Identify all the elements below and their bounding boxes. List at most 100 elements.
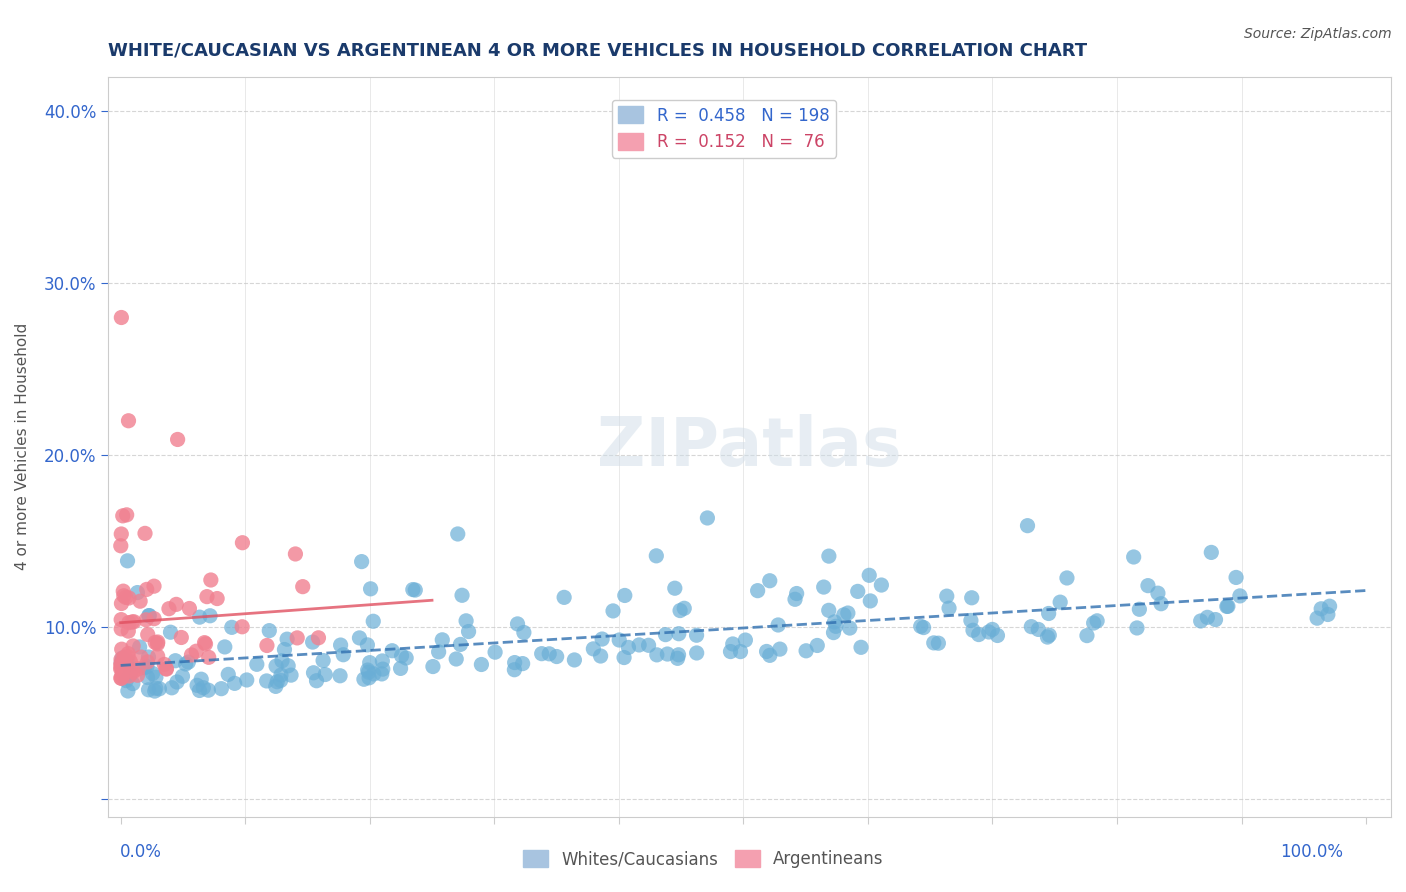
Point bbox=[193, 681, 215, 695]
Text: Source: ZipAtlas.com: Source: ZipAtlas.com bbox=[1244, 27, 1392, 41]
Point bbox=[165, 598, 187, 612]
Point bbox=[166, 675, 188, 690]
Point bbox=[657, 647, 679, 661]
Point bbox=[110, 613, 132, 627]
Point bbox=[115, 673, 138, 688]
Point bbox=[145, 670, 167, 684]
Point bbox=[138, 608, 160, 623]
Point bbox=[353, 672, 375, 686]
Point bbox=[180, 648, 202, 662]
Point bbox=[146, 649, 169, 664]
Point bbox=[155, 662, 177, 676]
Text: WHITE/CAUCASIAN VS ARGENTINEAN 4 OR MORE VEHICLES IN HOUSEHOLD CORRELATION CHART: WHITE/CAUCASIAN VS ARGENTINEAN 4 OR MORE… bbox=[108, 42, 1087, 60]
Point bbox=[143, 612, 166, 626]
Point bbox=[193, 635, 215, 649]
Point bbox=[734, 633, 756, 648]
Point bbox=[256, 639, 278, 653]
Point bbox=[118, 658, 141, 673]
Point bbox=[110, 622, 132, 636]
Point bbox=[112, 655, 135, 669]
Point bbox=[135, 582, 157, 597]
Point bbox=[117, 554, 139, 568]
Point bbox=[188, 683, 211, 698]
Point bbox=[824, 619, 846, 633]
Point bbox=[136, 670, 159, 684]
Point bbox=[146, 637, 169, 651]
Point bbox=[506, 616, 529, 631]
Point bbox=[824, 615, 846, 629]
Point bbox=[117, 684, 139, 698]
Point bbox=[177, 655, 200, 669]
Point bbox=[806, 639, 828, 653]
Point bbox=[145, 681, 167, 696]
Point bbox=[301, 635, 323, 649]
Point bbox=[1017, 518, 1039, 533]
Point bbox=[127, 585, 149, 599]
Point bbox=[186, 644, 208, 658]
Point bbox=[120, 654, 142, 668]
Point bbox=[613, 589, 636, 603]
Text: ZIPatlas: ZIPatlas bbox=[598, 414, 901, 480]
Point bbox=[427, 645, 450, 659]
Point bbox=[823, 625, 845, 640]
Point bbox=[112, 589, 135, 603]
Point bbox=[432, 632, 454, 647]
Point bbox=[115, 591, 138, 605]
Point bbox=[129, 650, 152, 665]
Point bbox=[1083, 615, 1105, 630]
Point bbox=[285, 631, 308, 645]
Point bbox=[391, 648, 413, 663]
Point bbox=[360, 582, 382, 596]
Point bbox=[110, 672, 132, 686]
Point bbox=[602, 604, 624, 618]
Point bbox=[138, 608, 160, 623]
Point bbox=[205, 591, 228, 606]
Point bbox=[190, 672, 212, 686]
Point bbox=[329, 638, 352, 652]
Point bbox=[838, 621, 860, 635]
Point bbox=[444, 652, 467, 666]
Point bbox=[117, 624, 139, 639]
Point bbox=[122, 665, 145, 679]
Point bbox=[1122, 549, 1144, 564]
Point bbox=[654, 627, 676, 641]
Point bbox=[645, 648, 668, 662]
Point bbox=[110, 527, 132, 541]
Point bbox=[721, 637, 744, 651]
Point bbox=[669, 603, 692, 617]
Point bbox=[1319, 599, 1341, 614]
Point bbox=[135, 659, 157, 673]
Point bbox=[110, 662, 132, 676]
Point bbox=[291, 580, 314, 594]
Point bbox=[195, 590, 218, 604]
Point bbox=[503, 656, 526, 670]
Point bbox=[935, 589, 957, 603]
Legend: Whites/Caucasians, Argentineans: Whites/Caucasians, Argentineans bbox=[516, 843, 890, 875]
Point bbox=[111, 651, 134, 665]
Point bbox=[142, 666, 165, 681]
Point bbox=[686, 646, 709, 660]
Point bbox=[1306, 611, 1329, 625]
Point bbox=[1126, 621, 1149, 635]
Point bbox=[221, 620, 243, 634]
Point bbox=[112, 584, 135, 599]
Point bbox=[582, 641, 605, 656]
Point bbox=[1150, 597, 1173, 611]
Point bbox=[912, 621, 935, 635]
Point bbox=[513, 625, 536, 640]
Point bbox=[117, 649, 139, 664]
Point bbox=[357, 663, 380, 677]
Point bbox=[209, 681, 232, 696]
Point bbox=[121, 615, 143, 629]
Point bbox=[546, 649, 568, 664]
Point bbox=[117, 647, 139, 661]
Point bbox=[115, 655, 138, 669]
Point bbox=[512, 657, 534, 671]
Point bbox=[120, 667, 142, 681]
Point bbox=[786, 586, 808, 600]
Point bbox=[166, 433, 188, 447]
Point bbox=[111, 642, 134, 657]
Point bbox=[927, 636, 949, 650]
Point bbox=[270, 668, 292, 682]
Point bbox=[846, 584, 869, 599]
